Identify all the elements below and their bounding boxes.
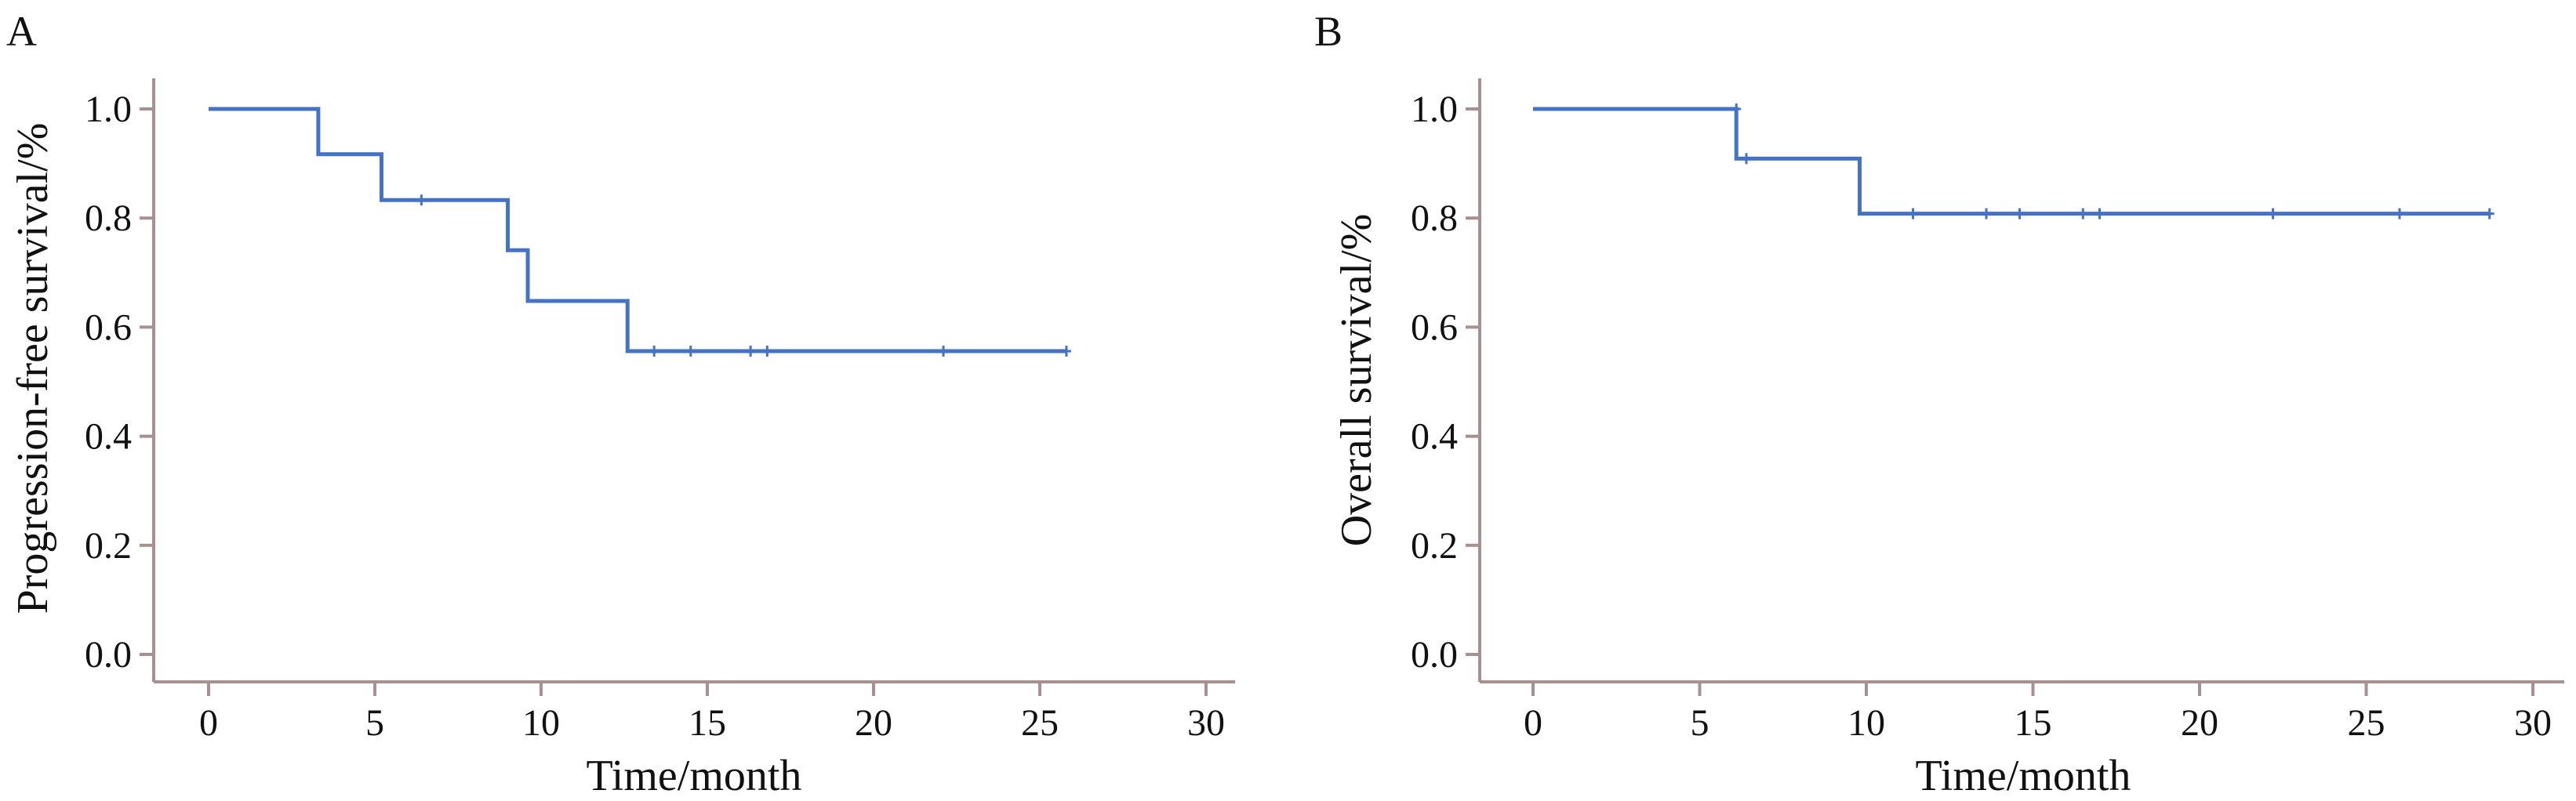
- censor-mark: [939, 346, 949, 357]
- x-tick-label: 10: [1848, 702, 1885, 744]
- censor-mark: [1742, 153, 1751, 165]
- panel-a-letter: A: [6, 8, 37, 55]
- panel-a-axes: [152, 78, 1235, 683]
- censor-mark: [1731, 103, 1742, 114]
- y-tick-label: 1.0: [85, 89, 132, 130]
- panel-b-tick-labels: 0 5 10 15 20 25 30 0.0 0.2 0.4 0.6 0.8 1.0: [1411, 89, 2552, 744]
- panel-a-y-axis-label: Progression-free survival/%: [9, 123, 57, 614]
- censor-mark: [746, 346, 756, 357]
- censor-mark: [685, 346, 696, 357]
- y-tick-label: 0.0: [1411, 634, 1458, 676]
- panel-a: A 0 5 10 15 20 25 30 0.0 0.2 0.4 0.6 0.8 1.0 Time/mo…: [6, 8, 1235, 800]
- x-tick-label: 15: [2015, 702, 2052, 744]
- x-tick-label: 5: [1691, 702, 1709, 744]
- y-tick-label: 0.8: [85, 198, 132, 239]
- panel-b-axes: [1478, 78, 2564, 683]
- x-tick-label: 20: [855, 702, 892, 744]
- x-tick-label: 5: [365, 702, 384, 744]
- y-tick-label: 0.2: [1411, 525, 1458, 567]
- panel-b-y-axis-label: Overall survival/%: [1332, 214, 1381, 547]
- x-tick-label: 15: [689, 702, 726, 744]
- censor-mark: [762, 346, 772, 357]
- x-tick-label: 10: [522, 702, 560, 744]
- censor-mark: [2078, 208, 2088, 219]
- survival-curve: [1533, 107, 2490, 216]
- x-tick-label: 30: [2514, 702, 2552, 744]
- panel-b-series: [1533, 107, 2490, 216]
- survival-curve: [209, 107, 1066, 353]
- panel-a-ticks: [140, 107, 1208, 696]
- censor-mark: [2015, 208, 2025, 219]
- censor-mark: [1061, 346, 1071, 357]
- x-tick-label: 25: [2348, 702, 2385, 744]
- y-tick-label: 0.2: [85, 525, 132, 567]
- panel-a-censor-marks: [416, 194, 1071, 357]
- panel-a-series: [209, 107, 1066, 353]
- x-tick-label: 0: [1524, 702, 1542, 744]
- y-tick-label: 0.6: [1411, 306, 1458, 348]
- y-tick-label: 0.4: [85, 416, 132, 458]
- y-tick-label: 1.0: [1411, 89, 1458, 130]
- y-tick-label: 0.6: [85, 306, 132, 348]
- censor-mark: [1908, 208, 1918, 219]
- censor-mark: [2484, 208, 2494, 219]
- x-tick-label: 20: [2181, 702, 2218, 744]
- x-tick-label: 0: [199, 702, 218, 744]
- censor-mark: [2395, 208, 2404, 219]
- y-tick-label: 0.4: [1411, 416, 1458, 458]
- panel-b-censor-marks: [1731, 103, 2494, 219]
- x-tick-label: 30: [1187, 702, 1225, 744]
- panel-b-letter: B: [1314, 8, 1342, 55]
- y-tick-label: 0.0: [85, 634, 132, 676]
- censor-mark: [2095, 208, 2105, 219]
- censor-mark: [2268, 208, 2278, 219]
- panel-b: B 0 5 10 15 20 25 30 0.0 0.2 0.4 0.6 0.8 1.0 Time/mo…: [1314, 8, 2564, 800]
- censor-mark: [649, 346, 659, 357]
- panel-b-x-axis-label: Time/month: [1916, 752, 2131, 800]
- panel-a-x-axis-label: Time/month: [587, 752, 802, 800]
- censor-mark: [416, 194, 427, 206]
- x-tick-label: 25: [1021, 702, 1059, 744]
- y-tick-label: 0.8: [1411, 198, 1458, 239]
- censor-mark: [1982, 208, 1991, 219]
- panel-a-tick-labels: 0 5 10 15 20 25 30 0.0 0.2 0.4 0.6 0.8 1.0: [85, 89, 1225, 744]
- panel-b-ticks: [1466, 107, 2534, 696]
